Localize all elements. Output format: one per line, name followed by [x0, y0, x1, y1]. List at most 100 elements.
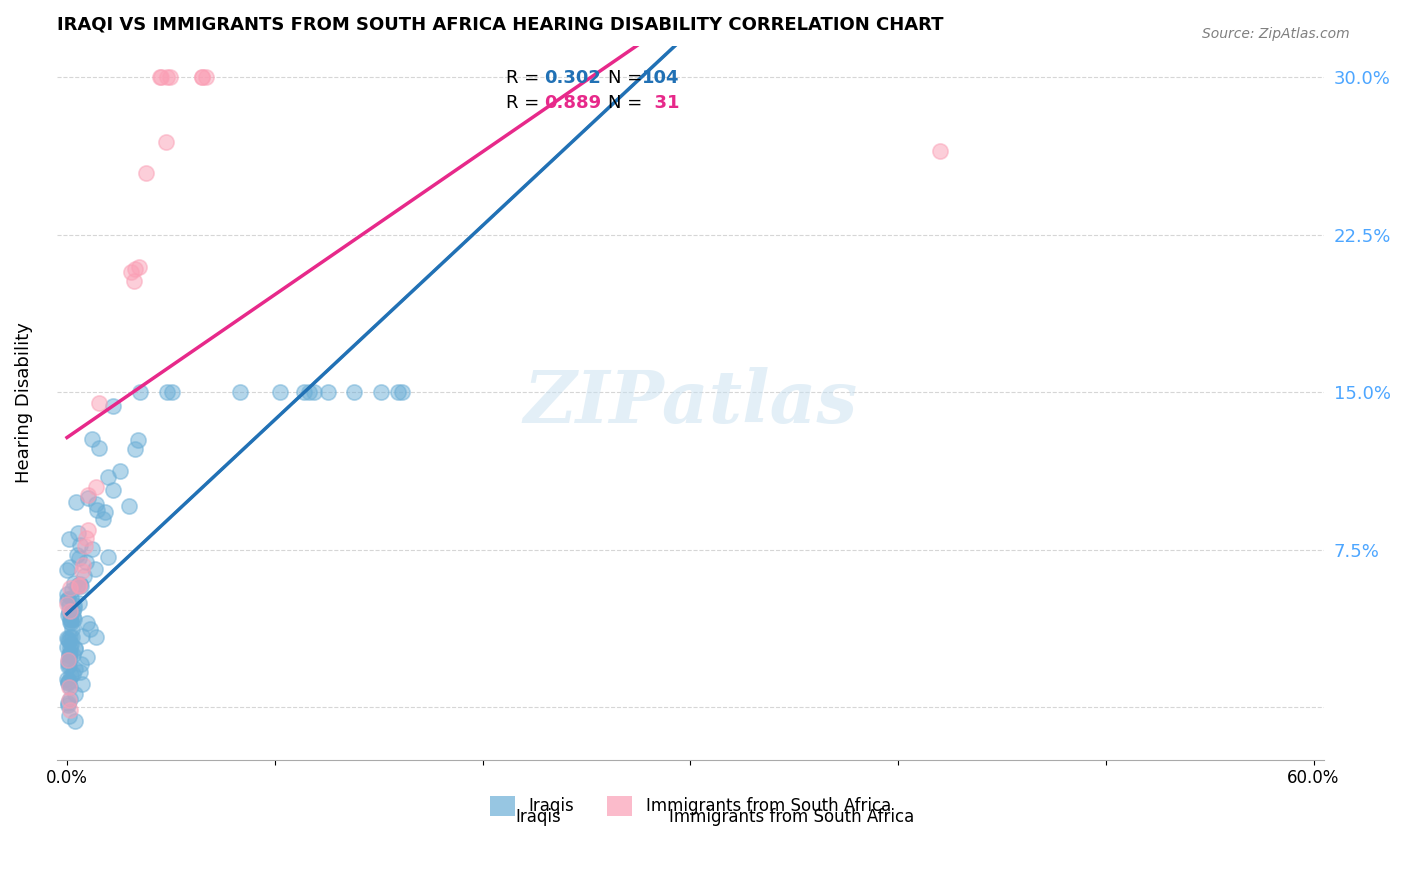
Iraqis: [63, 641, 86, 656]
Immigrants from South Africa: [59, 703, 82, 717]
Iraqis: [370, 385, 392, 400]
Iraqis: [58, 708, 80, 723]
Iraqis: [60, 623, 83, 637]
Text: Immigrants from South Africa: Immigrants from South Africa: [669, 807, 914, 826]
Iraqis: [67, 596, 90, 610]
Iraqis: [56, 675, 79, 690]
Iraqis: [59, 640, 82, 655]
Iraqis: [63, 687, 86, 701]
Iraqis: [101, 483, 124, 498]
Iraqis: [58, 698, 80, 713]
Iraqis: [59, 667, 82, 681]
Immigrants from South Africa: [124, 262, 146, 277]
Text: 31: 31: [643, 94, 679, 112]
Immigrants from South Africa: [76, 523, 98, 537]
Iraqis: [69, 665, 91, 680]
Iraqis: [59, 680, 82, 694]
Iraqis: [56, 607, 79, 622]
Iraqis: [59, 616, 82, 631]
Iraqis: [56, 672, 79, 686]
Immigrants from South Africa: [77, 488, 100, 502]
Iraqis: [67, 551, 90, 566]
Iraqis: [76, 649, 98, 664]
Iraqis: [58, 533, 80, 547]
Iraqis: [59, 560, 82, 574]
Iraqis: [84, 630, 107, 644]
Iraqis: [302, 385, 325, 400]
Iraqis: [73, 569, 96, 583]
Iraqis: [66, 579, 89, 593]
Text: 104: 104: [643, 69, 679, 87]
Iraqis: [62, 667, 84, 681]
Text: Source: ZipAtlas.com: Source: ZipAtlas.com: [1202, 27, 1350, 41]
Iraqis: [56, 592, 79, 607]
Iraqis: [229, 385, 252, 400]
Iraqis: [84, 562, 107, 576]
Iraqis: [56, 593, 79, 607]
Immigrants from South Africa: [190, 70, 212, 85]
Iraqis: [292, 385, 315, 400]
Text: 0.889: 0.889: [544, 94, 602, 112]
Iraqis: [63, 598, 86, 612]
Iraqis: [60, 582, 83, 597]
Immigrants from South Africa: [156, 70, 179, 85]
Iraqis: [58, 673, 80, 688]
Immigrants from South Africa: [56, 653, 79, 667]
Immigrants from South Africa: [67, 579, 90, 593]
Iraqis: [62, 648, 84, 662]
Iraqis: [58, 605, 80, 619]
Iraqis: [59, 591, 82, 605]
Immigrants from South Africa: [122, 274, 145, 288]
Iraqis: [97, 550, 120, 565]
Immigrants from South Africa: [120, 265, 142, 279]
Iraqis: [63, 662, 86, 676]
Iraqis: [269, 385, 291, 400]
Iraqis: [59, 637, 82, 651]
Iraqis: [58, 658, 80, 673]
Iraqis: [391, 385, 413, 400]
Immigrants from South Africa: [75, 531, 97, 545]
Iraqis: [69, 657, 91, 672]
Iraqis: [80, 541, 103, 556]
Iraqis: [94, 505, 117, 519]
Iraqis: [62, 609, 84, 624]
Iraqis: [62, 576, 84, 591]
Iraqis: [62, 612, 84, 626]
Text: N =: N =: [607, 69, 648, 87]
Iraqis: [97, 469, 120, 483]
Iraqis: [160, 385, 183, 400]
Text: 0.302: 0.302: [544, 69, 602, 87]
Iraqis: [80, 433, 103, 447]
Immigrants from South Africa: [59, 581, 82, 595]
Iraqis: [63, 600, 86, 615]
Iraqis: [77, 491, 100, 505]
Immigrants from South Africa: [89, 396, 111, 410]
Immigrants from South Africa: [67, 578, 90, 592]
Iraqis: [79, 622, 101, 636]
Immigrants from South Africa: [128, 260, 150, 274]
Immigrants from South Africa: [155, 136, 177, 150]
Iraqis: [59, 691, 82, 706]
Iraqis: [316, 385, 339, 400]
Immigrants from South Africa: [84, 480, 107, 494]
Immigrants from South Africa: [159, 70, 181, 85]
Iraqis: [59, 615, 82, 629]
Iraqis: [387, 385, 409, 400]
Iraqis: [298, 385, 321, 400]
Immigrants from South Africa: [58, 680, 80, 694]
Y-axis label: Hearing Disability: Hearing Disability: [15, 322, 32, 483]
Iraqis: [65, 548, 87, 562]
Iraqis: [70, 629, 93, 643]
Iraqis: [56, 562, 79, 576]
Iraqis: [56, 632, 79, 647]
Iraqis: [69, 577, 91, 591]
Iraqis: [58, 648, 80, 663]
Immigrants from South Africa: [928, 144, 950, 158]
Iraqis: [118, 499, 141, 513]
Iraqis: [67, 578, 90, 592]
Iraqis: [76, 615, 98, 630]
Legend: Iraqis, Immigrants from South Africa: Iraqis, Immigrants from South Africa: [484, 789, 897, 822]
Iraqis: [70, 676, 93, 690]
Iraqis: [65, 494, 87, 508]
Iraqis: [59, 646, 82, 660]
